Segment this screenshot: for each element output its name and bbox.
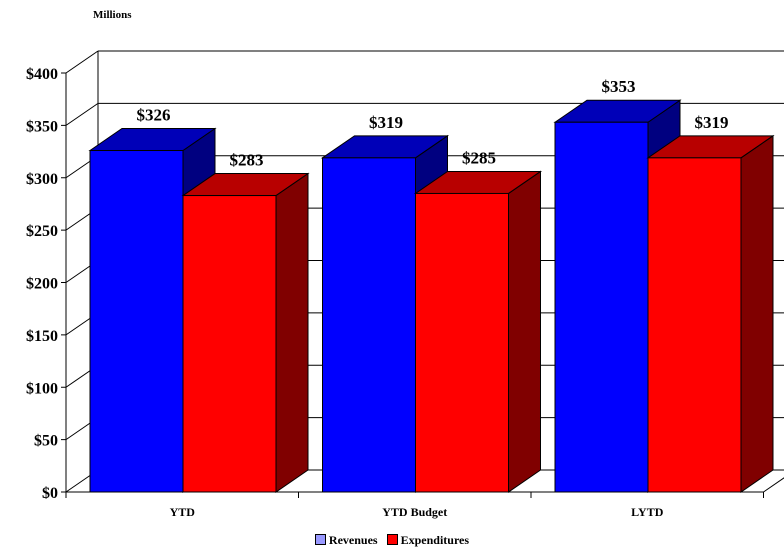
bar (182, 195, 277, 493)
legend-item-expenditures: Expenditures (386, 533, 470, 548)
x-tick-label: YTD Budget (382, 505, 447, 519)
floor-edge (763, 477, 784, 493)
legend-swatch-expenditures (386, 534, 398, 545)
y-tick-label: $300 (26, 171, 58, 188)
y-tick-label: $150 (26, 328, 58, 345)
bar (554, 121, 649, 493)
y-tick-label: $50 (34, 433, 58, 450)
y-tick-label: $200 (26, 276, 58, 293)
bar (89, 150, 184, 493)
data-label: $319 (369, 113, 403, 132)
y-tick-label: $250 (26, 223, 58, 240)
y-tick-label: $0 (42, 485, 58, 502)
y-tick-label: $100 (26, 380, 58, 397)
bar-side (508, 170, 541, 493)
y-tick-label: $400 (26, 66, 58, 83)
gridline-side (65, 102, 99, 126)
legend-label-revenues: Revenues (328, 533, 378, 547)
chart-bars (88, 99, 775, 493)
data-label: $283 (230, 151, 264, 170)
bar-side (275, 172, 309, 493)
data-label: $353 (602, 77, 636, 96)
data-label: $319 (695, 113, 729, 132)
chart-labels: $326 $283 $319 $285 $353 $319 $0 $50 $100 $150 $20… (26, 66, 729, 519)
bar (415, 192, 509, 493)
bar (322, 157, 416, 493)
legend-item-revenues: Revenues (314, 533, 378, 548)
legend-label-expenditures: Expenditures (400, 533, 470, 547)
x-tick-label: YTD (170, 505, 196, 519)
data-label: $326 (137, 106, 171, 125)
gridline-side (65, 50, 99, 74)
data-label: $285 (462, 148, 496, 167)
legend-swatch-revenues (314, 534, 326, 545)
bar (647, 157, 742, 493)
y-axis-unit-label: Millions (93, 9, 132, 21)
bar-side (740, 134, 774, 493)
chart-axes (61, 72, 784, 498)
y-tick-label: $350 (26, 118, 58, 135)
x-tick-label: LYTD (631, 505, 664, 519)
legend: Revenues Expenditures (0, 533, 784, 548)
